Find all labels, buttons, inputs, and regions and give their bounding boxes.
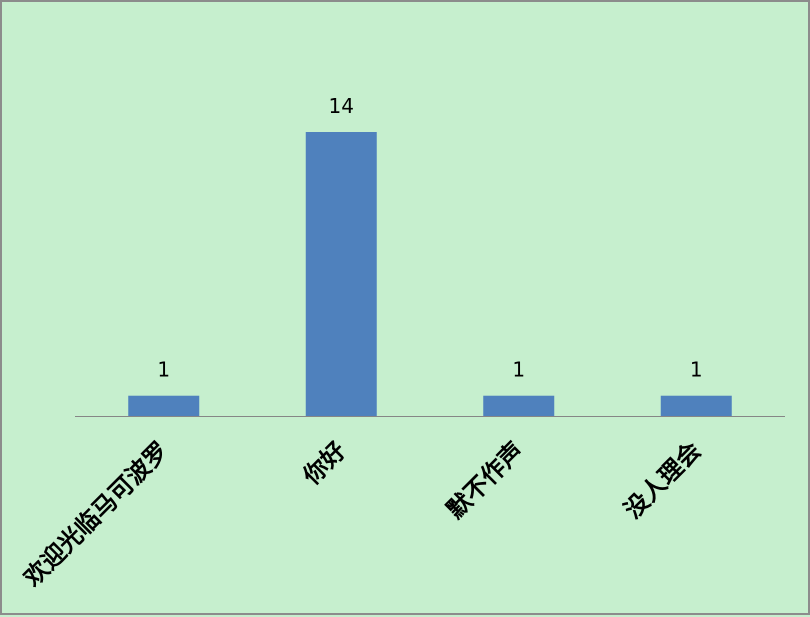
category-label: 没人理会 [619,436,707,524]
category-label: 默不作声 [441,436,529,524]
data-label: 14 [329,94,354,118]
data-label: 1 [157,358,170,382]
data-label: 1 [690,358,703,382]
bar [305,132,377,416]
bar [128,395,200,416]
bar [483,395,555,416]
category-label: 你好 [297,436,351,490]
bar [660,395,732,416]
category-label: 欢迎光临马可波罗 [18,436,174,592]
data-label: 1 [512,358,525,382]
